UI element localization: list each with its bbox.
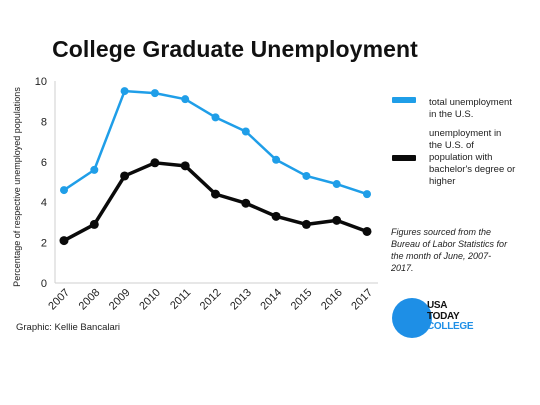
- legend-label-total: total unemployment in the U.S.: [429, 97, 512, 120]
- x-tick-label: 2014: [258, 287, 284, 313]
- usa-today-college-logo-text: USA TODAY COLLEGE: [427, 300, 474, 333]
- y-tick-label: 0: [41, 278, 47, 290]
- data-point-bachelor: [89, 219, 99, 229]
- logo-line-college: COLLEGE: [427, 321, 474, 332]
- data-point-bachelor: [301, 219, 311, 229]
- series-line-total: [63, 89, 368, 196]
- x-tick-label: 2015: [289, 287, 315, 313]
- x-tick-labels: 2007 2008 2009 2010 2011 2012 2013 2014 2015 2016…: [46, 287, 375, 313]
- y-tick-label: 4: [41, 197, 47, 209]
- series-line-bachelor: [63, 161, 368, 243]
- logo-line-today: TODAY: [427, 310, 460, 322]
- data-point-total: [120, 87, 129, 96]
- y-tick-labels: 0 2 4 6 8 10: [35, 76, 47, 290]
- x-tick-label: 2011: [168, 287, 193, 312]
- data-point-bachelor: [211, 189, 220, 199]
- usa-today-college-logo-icon: [392, 298, 432, 338]
- logo-line-usa: USA: [427, 300, 448, 311]
- y-axis-label: Percentage of respective unemployed popu…: [12, 87, 22, 287]
- x-tick-label: 2012: [198, 287, 224, 313]
- data-point-total: [211, 113, 220, 122]
- data-point-total: [150, 89, 159, 98]
- x-tick-label: 2009: [107, 287, 133, 313]
- x-tick-label: 2016: [319, 287, 345, 313]
- data-point-bachelor: [150, 158, 160, 168]
- legend-item-total: total unemployment in the U.S.: [392, 97, 517, 121]
- data-point-total: [90, 165, 99, 174]
- data-point-total: [363, 190, 371, 199]
- data-point-total: [332, 180, 341, 189]
- data-point-bachelor: [120, 171, 130, 181]
- y-tick-label: 10: [35, 76, 47, 88]
- data-point-total: [272, 155, 281, 164]
- data-point-bachelor: [241, 198, 251, 208]
- legend-item-bachelor: unemployment in the U.S. of population w…: [392, 128, 517, 188]
- y-tick-label: 8: [41, 116, 47, 128]
- legend-swatch-total: [392, 97, 416, 103]
- chart-title: College Graduate Unemployment: [52, 36, 418, 62]
- data-point-bachelor: [59, 236, 69, 246]
- data-point-bachelor: [332, 215, 342, 225]
- data-point-bachelor: [271, 211, 281, 221]
- series-lines: [59, 87, 372, 246]
- data-point-bachelor: [180, 161, 190, 171]
- graphic-credit: Graphic: Kellie Bancalari: [16, 322, 121, 333]
- y-tick-label: 6: [41, 157, 47, 169]
- data-point-total: [241, 127, 250, 136]
- x-tick-label: 2010: [137, 287, 163, 313]
- x-tick-label: 2007: [46, 287, 72, 313]
- data-point-total: [60, 186, 68, 195]
- x-tick-label: 2017: [349, 287, 375, 313]
- legend-label-bachelor: unemployment in the U.S. of population w…: [429, 128, 516, 187]
- data-point-total: [302, 171, 311, 180]
- legend-swatch-bachelor: [392, 155, 416, 161]
- data-point-bachelor: [362, 226, 372, 236]
- x-tick-label: 2008: [77, 287, 103, 313]
- y-tick-label: 2: [41, 238, 47, 250]
- x-tick-label: 2013: [228, 287, 254, 313]
- data-point-total: [181, 95, 190, 104]
- source-note: Figures sourced from the Bureau of Labor…: [391, 227, 508, 273]
